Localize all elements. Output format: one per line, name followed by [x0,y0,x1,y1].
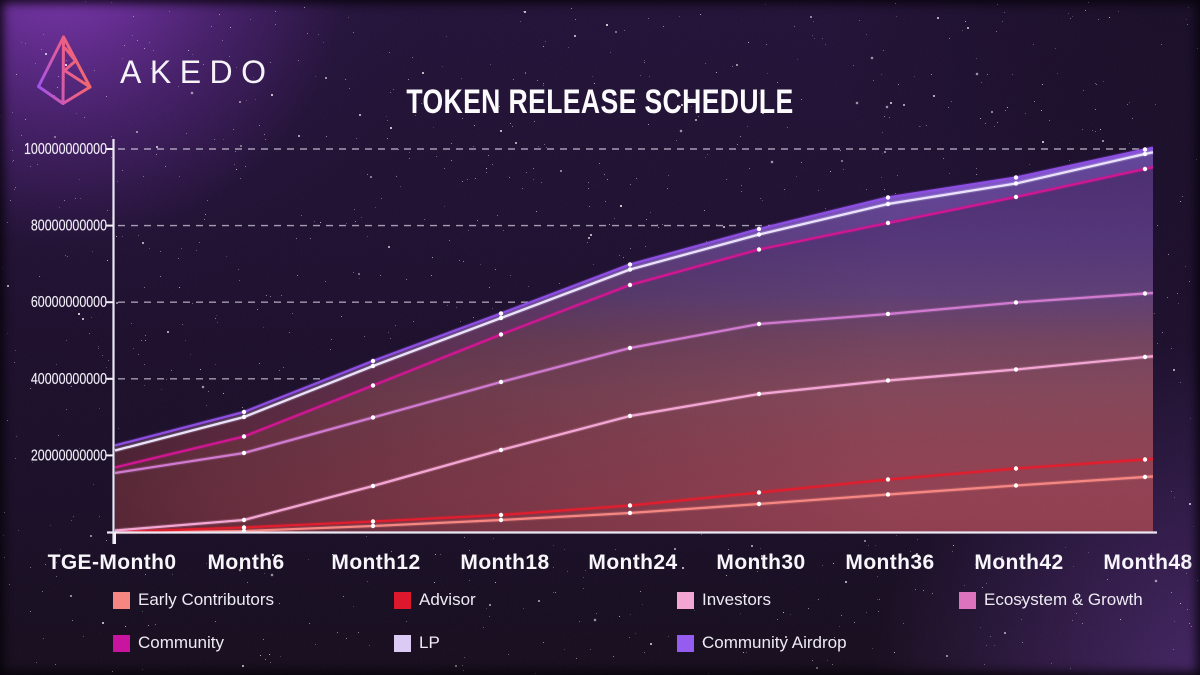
svg-text:20000000000: 20000000000 [31,447,107,464]
svg-text:Month18: Month18 [460,551,549,574]
svg-text:Month6: Month6 [207,551,284,574]
svg-text:Month24: Month24 [588,551,677,574]
svg-text:Month36: Month36 [845,551,934,574]
svg-text:Month42: Month42 [974,551,1063,574]
svg-text:40000000000: 40000000000 [31,371,107,388]
svg-text:Month48: Month48 [1103,551,1192,574]
svg-text:Month30: Month30 [716,551,805,574]
svg-text:60000000000: 60000000000 [31,294,107,311]
svg-text:80000000000: 80000000000 [31,218,107,235]
svg-text:Month12: Month12 [331,551,420,574]
svg-text:100000000000: 100000000000 [24,141,107,158]
svg-text:TGE-Month0: TGE-Month0 [48,551,177,574]
